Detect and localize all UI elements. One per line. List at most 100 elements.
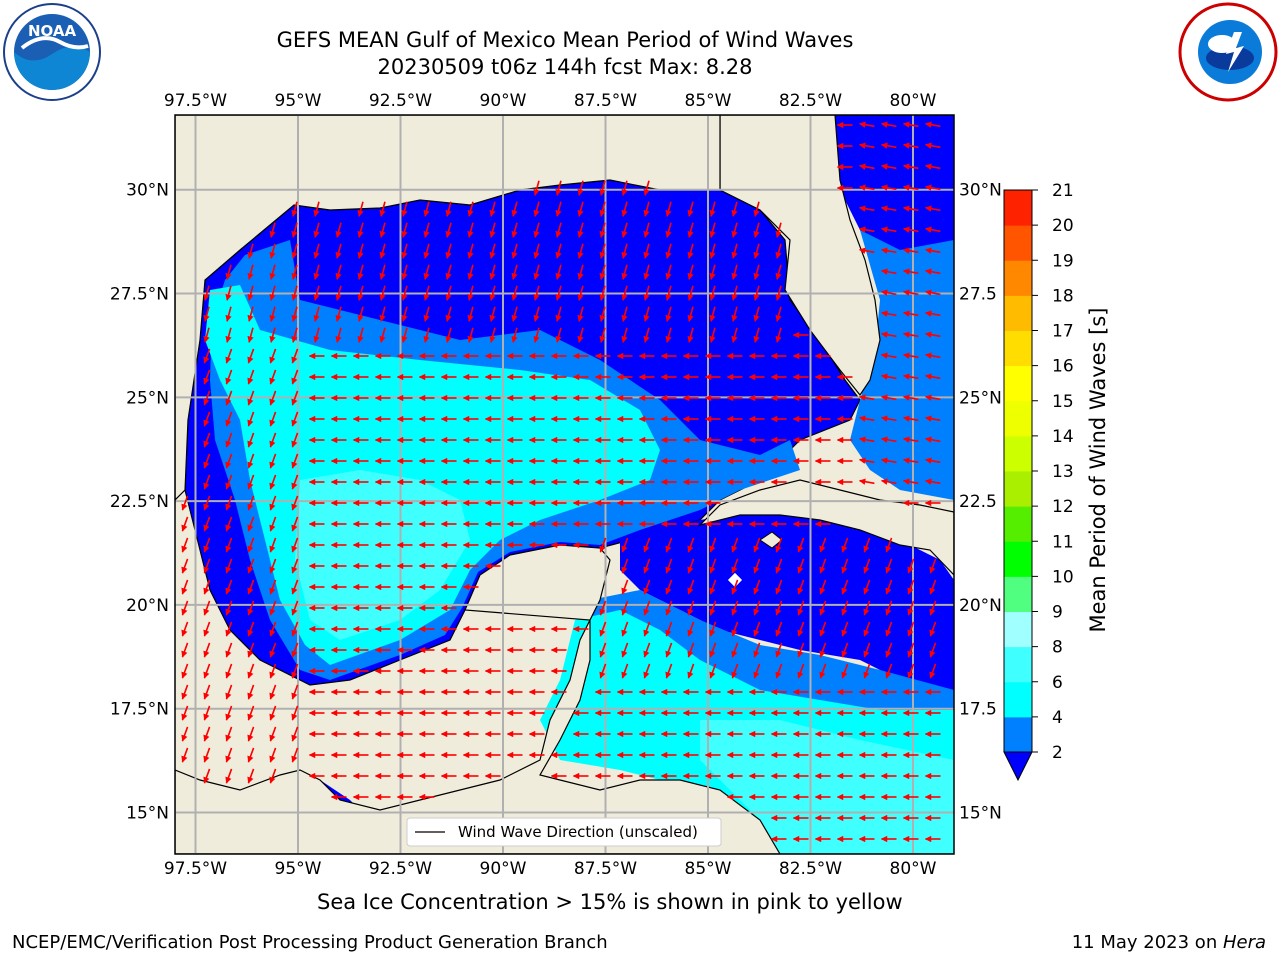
wind-wave-arrow [225, 600, 233, 616]
wind-wave-arrow [379, 201, 386, 217]
wind-wave-arrow [423, 306, 430, 322]
wind-wave-arrow [291, 201, 298, 217]
wind-wave-arrow [225, 306, 232, 322]
wind-wave-arrow [858, 121, 875, 128]
wind-wave-arrow [775, 306, 782, 322]
wind-wave-arrow [858, 415, 875, 422]
wind-wave-arrow [225, 642, 233, 658]
wind-wave-arrow [247, 558, 255, 574]
colorbar-segment [1004, 681, 1032, 718]
wind-wave-arrow [902, 121, 919, 128]
wind-wave-arrow [599, 180, 606, 196]
wind-wave-arrow [709, 579, 717, 595]
wind-wave-arrow [665, 264, 672, 280]
wind-wave-arrow [291, 726, 299, 742]
colorbar-segment [1004, 295, 1032, 331]
wind-wave-arrow [902, 478, 919, 485]
lat-label: 17.5°N [110, 700, 169, 720]
wind-wave-arrow [357, 306, 364, 322]
chart-subtitle: 20230509 t06z 144h fcst Max: 8.28 [377, 55, 753, 79]
wind-wave-arrow [467, 285, 474, 301]
wind-wave-arrow [902, 436, 919, 443]
wind-wave-arrow [775, 621, 783, 637]
wind-wave-arrow [181, 642, 189, 658]
wind-wave-arrow [445, 243, 452, 259]
colorbar-tick-label: 16 [1052, 357, 1074, 377]
wind-wave-arrow [687, 306, 694, 322]
wind-wave-arrow [181, 579, 189, 595]
wind-wave-arrow [753, 306, 760, 322]
wind-wave-arrow [203, 411, 211, 427]
wind-wave-arrow [225, 411, 233, 427]
wind-wave-arrow [753, 537, 761, 553]
wind-wave-arrow [511, 306, 518, 322]
wind-wave-arrow [665, 306, 672, 322]
wind-wave-arrow [599, 222, 606, 238]
wind-wave-arrow [643, 537, 651, 553]
wind-wave-arrow [313, 243, 320, 259]
lon-label: 90°W [480, 91, 527, 111]
wind-wave-arrow [665, 201, 672, 217]
wind-wave-arrow [269, 684, 277, 700]
wind-wave-arrow [511, 201, 518, 217]
wind-wave-arrow [863, 621, 871, 637]
wind-wave-arrow [709, 642, 717, 658]
colorbar-segment [1004, 716, 1032, 753]
lon-label: 85°W [685, 859, 732, 879]
lat-label: 27.5 [959, 285, 997, 305]
wind-wave-arrow [247, 642, 255, 658]
wind-wave-arrow [902, 163, 919, 170]
colorbar-tick-label: 20 [1052, 216, 1074, 236]
wind-wave-arrow [247, 537, 255, 553]
wind-wave-arrow [924, 289, 941, 296]
wind-wave-arrow [225, 285, 232, 301]
wind-wave-arrow [858, 436, 875, 443]
wind-wave-arrow [379, 264, 386, 280]
wind-wave-arrow [709, 621, 717, 637]
wind-wave-arrow [291, 348, 299, 364]
wind-wave-arrow [797, 579, 805, 595]
wind-wave-arrow [181, 537, 189, 553]
wind-wave-arrow [269, 306, 276, 322]
colorbar-segment [1004, 646, 1032, 683]
wind-wave-arrow [841, 600, 849, 616]
wind-wave-arrow [753, 663, 761, 679]
wind-wave-arrow [555, 201, 562, 217]
wind-wave-arrow [203, 285, 210, 301]
legend-label: Wind Wave Direction (unscaled) [458, 823, 698, 841]
wind-wave-arrow [247, 621, 255, 637]
gulf-coast-land [175, 115, 721, 501]
wind-wave-arrow [335, 327, 342, 343]
wind-wave-arrow [247, 390, 255, 406]
colorbar-tick-label: 9 [1052, 603, 1063, 623]
lat-label: 30°N [959, 181, 1002, 201]
wind-wave-arrow [423, 201, 430, 217]
wind-wave-arrow [858, 205, 875, 212]
wind-wave-arrow [687, 243, 694, 259]
wind-wave-arrow [511, 243, 518, 259]
wind-wave-arrow [819, 579, 827, 595]
wind-wave-arrow [467, 243, 474, 259]
colorbar-segment [1004, 576, 1032, 612]
wind-wave-arrow [709, 201, 716, 217]
wind-wave-arrow [902, 268, 919, 275]
wind-wave-arrow [665, 558, 673, 574]
colorbar-tick-label: 8 [1052, 638, 1063, 658]
wind-wave-arrow [313, 327, 320, 343]
wind-wave-arrow [225, 474, 233, 490]
lat-label: 15°N [959, 803, 1002, 823]
wind-wave-arrow [880, 247, 897, 254]
wind-wave-arrow [929, 642, 937, 658]
wind-wave-arrow [269, 747, 277, 763]
wind-wave-arrow [902, 352, 919, 359]
wind-wave-arrow [247, 684, 255, 700]
wind-wave-arrow [880, 331, 897, 338]
wind-wave-arrow [291, 285, 298, 301]
wind-wave-arrow [269, 579, 277, 595]
wind-wave-arrow [643, 264, 650, 280]
wind-wave-arrow [313, 264, 320, 280]
wind-wave-arrow [357, 201, 364, 217]
wind-wave-arrow [731, 243, 738, 259]
wind-wave-arrow [643, 285, 650, 301]
wind-wave-arrow [709, 243, 716, 259]
